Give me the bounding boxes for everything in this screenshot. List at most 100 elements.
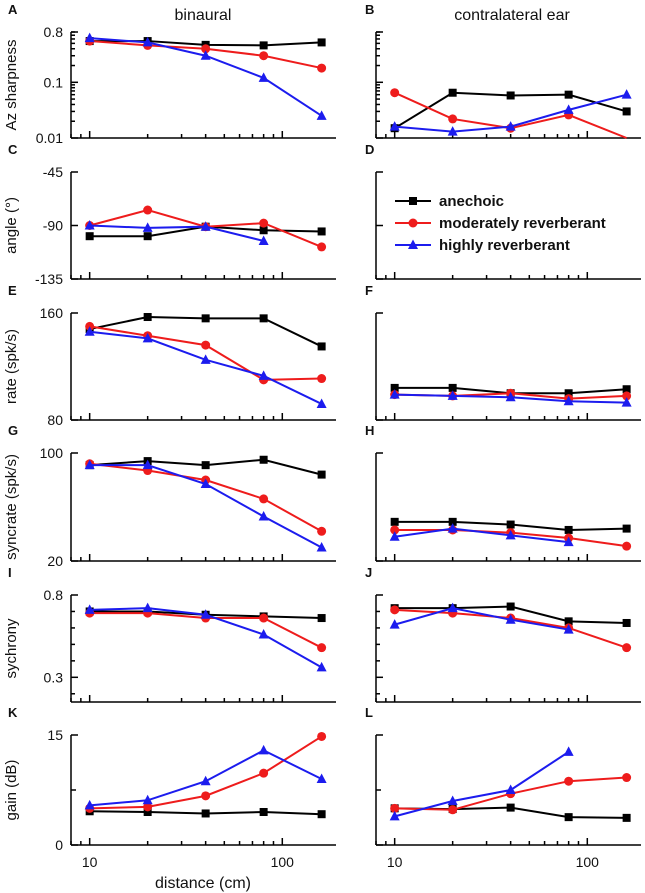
panel-K: K 15 0 10 100 gain (dB) [3, 705, 336, 870]
panel-letter: A [8, 2, 18, 17]
data-point [259, 455, 268, 464]
y-axis-label: angle (°) [3, 197, 20, 254]
data-point [447, 523, 458, 533]
data-point [316, 542, 327, 552]
data-point [259, 218, 269, 228]
data-point [564, 776, 574, 786]
data-point [564, 90, 573, 99]
data-point [258, 744, 269, 755]
data-point [506, 803, 515, 812]
data-point [200, 354, 211, 364]
y-axis-label: Az sharpness [3, 40, 20, 131]
data-point [564, 813, 573, 822]
data-point [142, 794, 153, 805]
data-point [317, 470, 326, 479]
data-point [317, 810, 326, 819]
x-tick-label: 10 [387, 854, 403, 870]
data-point [448, 383, 457, 392]
axes [70, 594, 336, 703]
data-point [85, 232, 94, 241]
y-tick-label: 20 [47, 553, 63, 569]
series-line [394, 607, 569, 631]
panel-letter: C [8, 142, 18, 157]
y-axis-label: sychrony [3, 618, 20, 679]
legend-marker [408, 218, 418, 228]
data-point [258, 72, 269, 82]
series-triangle [84, 459, 327, 552]
panel-letter: G [8, 423, 18, 438]
data-point [506, 91, 515, 100]
data-point [143, 232, 152, 241]
panel-letter: K [8, 705, 18, 720]
y-tick-label: 15 [47, 727, 63, 743]
data-point [563, 536, 574, 547]
legend-label: anechoic [439, 193, 504, 210]
series-triangle [84, 220, 269, 245]
data-point [200, 478, 211, 489]
data-point [622, 813, 631, 822]
data-point [563, 104, 574, 114]
data-point [622, 773, 632, 783]
y-tick-label: 0.1 [44, 74, 64, 90]
data-point [143, 802, 153, 812]
data-point [390, 88, 400, 98]
data-point [390, 525, 400, 535]
y-axis-label: syncrate (spk/s) [3, 454, 20, 560]
series-circle [85, 321, 327, 385]
data-point [622, 524, 631, 533]
series-line [89, 224, 264, 242]
data-point [621, 397, 632, 407]
legend-label: highly reverberant [439, 237, 570, 254]
panel-letter: B [365, 2, 374, 17]
data-point [201, 809, 210, 818]
y-tick-label: 0.8 [44, 587, 64, 603]
panel-letter: D [365, 142, 374, 157]
series-triangle [84, 602, 327, 672]
series-square [390, 803, 631, 822]
y-tick-label: 0.3 [44, 669, 64, 685]
data-point [448, 88, 457, 97]
data-point [259, 41, 268, 50]
data-point [317, 63, 327, 73]
data-point [389, 531, 400, 541]
panel-letter: H [365, 423, 374, 438]
data-point [317, 227, 326, 236]
x-tick-label: 100 [576, 854, 600, 870]
axes [375, 734, 641, 846]
panel-letter: I [8, 565, 12, 580]
data-point [201, 340, 211, 350]
data-point [389, 389, 400, 399]
data-point [622, 391, 632, 401]
panel-I: I 0.8 0.3 sychrony [3, 565, 336, 703]
data-point [316, 661, 327, 672]
data-point [84, 459, 95, 470]
legend-label: moderately reverberant [439, 215, 606, 232]
data-point [505, 391, 516, 402]
data-point [84, 32, 95, 43]
axes [375, 312, 641, 421]
data-point [563, 395, 574, 406]
series-triangle [389, 523, 574, 547]
data-point [317, 731, 327, 741]
data-point [142, 602, 153, 613]
data-point [317, 342, 326, 351]
data-point [563, 746, 574, 756]
data-point [389, 121, 400, 131]
data-point [201, 44, 211, 54]
axes [375, 171, 641, 280]
panel-letter: L [365, 705, 373, 720]
data-point [143, 313, 152, 322]
data-point [390, 383, 399, 392]
series-square [85, 807, 326, 819]
axes [375, 31, 641, 139]
data-point [622, 618, 631, 627]
series-line [89, 325, 322, 381]
panel-C: C -45 -90 -135 angle (°) [3, 142, 336, 287]
legend-item-anechoic: anechoic [395, 193, 504, 210]
data-point [448, 805, 458, 815]
data-point [447, 602, 458, 613]
data-point [143, 808, 152, 816]
data-point [84, 220, 95, 230]
data-point [200, 609, 211, 619]
